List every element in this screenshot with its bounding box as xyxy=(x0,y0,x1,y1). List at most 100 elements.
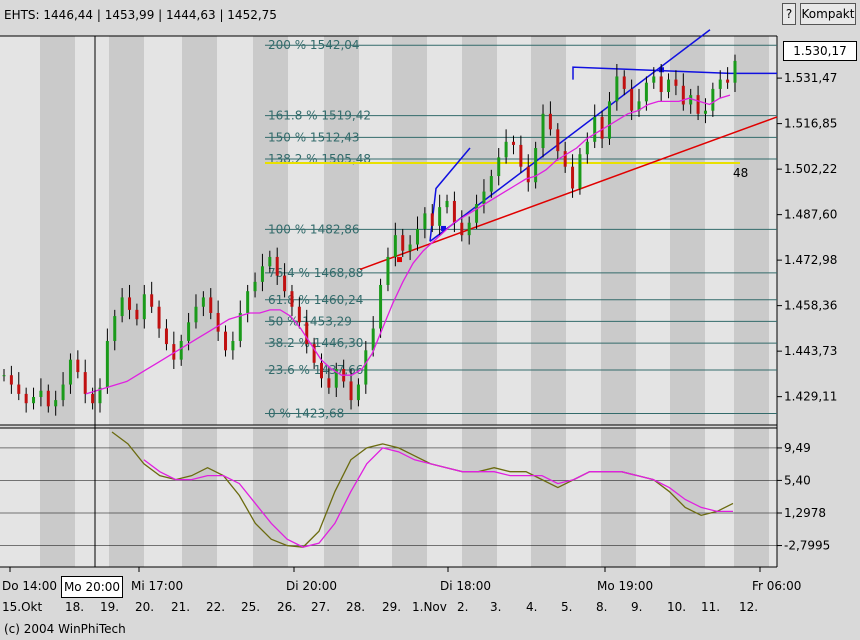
day-stripe xyxy=(462,428,497,567)
candle-body xyxy=(157,306,161,329)
candle-body xyxy=(526,166,530,183)
candle-body xyxy=(105,340,109,388)
candle-body xyxy=(659,76,663,93)
current-price-label: 1.530,17 xyxy=(783,41,857,61)
day-stripe xyxy=(109,36,144,425)
fib-level-label: 76.4 % 1468,88 xyxy=(268,266,363,280)
candle-body xyxy=(689,95,693,105)
support-line xyxy=(359,116,778,271)
candle-body xyxy=(356,384,360,401)
day-stripe xyxy=(734,36,769,425)
day-stripe xyxy=(601,428,636,567)
candle-body xyxy=(9,375,13,385)
candle-body xyxy=(194,306,198,323)
x-date-label: 3. xyxy=(490,600,501,614)
quote-readout: EHTS: 1446,44 | 1453,99 | 1444,63 | 1452… xyxy=(4,8,277,22)
day-stripe xyxy=(392,36,427,425)
candle-body xyxy=(364,350,368,385)
candle-body xyxy=(320,362,324,379)
candle-body xyxy=(615,76,619,102)
day-stripe xyxy=(40,428,75,567)
candle-body xyxy=(283,275,287,292)
candle-body xyxy=(231,340,235,351)
candle-body xyxy=(260,266,264,282)
candle-body xyxy=(460,222,464,236)
candle-body xyxy=(128,297,132,310)
candle-body xyxy=(571,166,575,189)
x-date-label: 10. xyxy=(667,600,686,614)
candle-body xyxy=(578,154,582,189)
day-stripe xyxy=(253,428,288,567)
kompakt-button[interactable]: Kompakt xyxy=(800,3,856,25)
candle-body xyxy=(224,331,228,351)
fib-level-label: 38.2 % 1446,30 xyxy=(268,336,363,350)
x-date-label: 8. xyxy=(596,600,607,614)
x-date-label: 9. xyxy=(631,600,642,614)
candle-body xyxy=(652,76,656,83)
candle-body xyxy=(268,256,272,267)
candle-body xyxy=(305,322,309,345)
candle-body xyxy=(83,372,87,394)
y-tick-label: 1.487,60 xyxy=(784,208,837,222)
candle-body xyxy=(511,141,515,145)
y-tick-label: 1.516,85 xyxy=(784,117,837,131)
candle-body xyxy=(585,141,589,155)
candle-body xyxy=(275,256,279,276)
support-marker xyxy=(397,257,402,263)
candle-body xyxy=(297,306,301,323)
moving-average-line xyxy=(85,94,731,395)
annotation-label: 48 xyxy=(733,166,748,180)
x-date-label: 4. xyxy=(526,600,537,614)
x-date-label: 12. xyxy=(739,600,758,614)
candle-body xyxy=(667,79,671,93)
candle-body xyxy=(290,291,294,307)
candle-body xyxy=(401,235,405,251)
candle-body xyxy=(726,79,730,83)
day-stripe xyxy=(109,428,144,567)
candle-body xyxy=(39,390,43,397)
fib-level-label: 50 % 1453,29 xyxy=(268,314,352,328)
candle-body xyxy=(438,207,442,226)
candle-body xyxy=(253,281,257,292)
candle-body xyxy=(371,328,375,351)
candle-body xyxy=(504,141,508,158)
candle-body xyxy=(415,228,419,245)
candle-body xyxy=(696,95,700,114)
day-stripe xyxy=(392,428,427,567)
candle-body xyxy=(630,88,634,111)
osc-tick-label: 5,40 xyxy=(784,473,811,487)
x-date-label: 27. xyxy=(311,600,330,614)
candle-body xyxy=(187,322,191,341)
day-stripe xyxy=(324,36,359,425)
candle-body xyxy=(445,200,449,208)
candle-body xyxy=(216,312,220,332)
x-tick-label: Do 14:00 xyxy=(2,579,57,593)
candle-body xyxy=(718,79,722,89)
y-tick-label: 1.443,73 xyxy=(784,344,837,358)
x-tick-label: Di 20:00 xyxy=(286,579,337,593)
candle-body xyxy=(24,393,28,404)
day-stripe xyxy=(253,36,288,425)
candle-body xyxy=(541,113,545,149)
candle-body xyxy=(68,359,72,385)
candle-body xyxy=(386,256,390,285)
candle-body xyxy=(312,344,316,363)
x-date-label: 2. xyxy=(457,600,468,614)
day-stripe xyxy=(324,428,359,567)
candle-body xyxy=(556,129,560,152)
day-stripe xyxy=(531,36,566,425)
x-date-label: 29. xyxy=(382,600,401,614)
fib-level-label: 100 % 1482,86 xyxy=(268,222,360,236)
candle-body xyxy=(61,384,65,401)
day-stripe xyxy=(182,36,217,425)
candle-body xyxy=(91,393,95,404)
x-date-label: 22. xyxy=(206,600,225,614)
candle-body xyxy=(681,85,685,105)
help-button[interactable]: ? xyxy=(782,3,796,25)
candle-body xyxy=(142,294,146,320)
candle-body xyxy=(548,113,552,130)
candle-body xyxy=(349,381,353,401)
candle-body xyxy=(497,157,501,177)
x-tick-label: Di 18:00 xyxy=(440,579,491,593)
y-tick-label: 1.429,11 xyxy=(784,390,837,404)
